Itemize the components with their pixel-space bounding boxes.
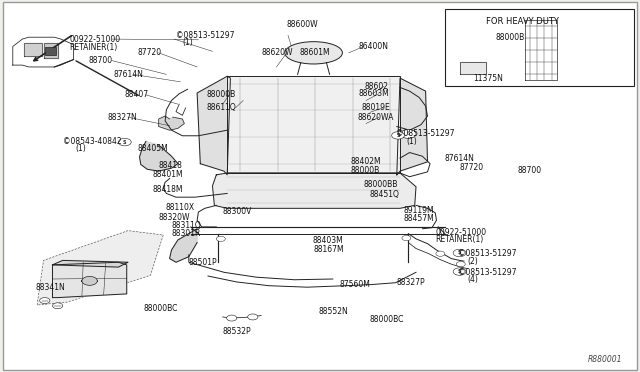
Text: (4): (4) xyxy=(467,275,478,284)
Text: RETAINER(1): RETAINER(1) xyxy=(435,235,483,244)
Circle shape xyxy=(402,235,411,241)
Text: 88405M: 88405M xyxy=(138,144,168,153)
Text: 87720: 87720 xyxy=(138,48,162,57)
Text: RETAINER(1): RETAINER(1) xyxy=(69,43,117,52)
Text: S: S xyxy=(123,140,127,145)
Text: S: S xyxy=(458,269,461,274)
Text: 88457M: 88457M xyxy=(403,214,434,223)
Text: 88327N: 88327N xyxy=(108,113,137,122)
Text: 88603M: 88603M xyxy=(358,89,389,98)
Polygon shape xyxy=(140,141,178,171)
Text: S: S xyxy=(458,250,461,256)
Polygon shape xyxy=(44,43,58,58)
Text: 88000BC: 88000BC xyxy=(144,304,179,313)
Ellipse shape xyxy=(285,42,342,64)
Polygon shape xyxy=(24,43,42,56)
Circle shape xyxy=(52,303,63,309)
Text: 88327P: 88327P xyxy=(397,278,426,287)
Text: 88418: 88418 xyxy=(159,161,182,170)
Polygon shape xyxy=(159,116,184,130)
Text: (1): (1) xyxy=(76,144,86,153)
Text: 88532P: 88532P xyxy=(223,327,252,336)
Polygon shape xyxy=(460,62,486,74)
Polygon shape xyxy=(197,76,230,175)
Circle shape xyxy=(82,276,97,285)
Circle shape xyxy=(40,298,50,304)
Circle shape xyxy=(392,132,404,139)
Text: S: S xyxy=(396,133,400,138)
Text: 88700: 88700 xyxy=(517,166,541,174)
Text: 88301R: 88301R xyxy=(172,229,201,238)
Text: 88403M: 88403M xyxy=(312,236,343,245)
Text: 88407: 88407 xyxy=(125,90,149,99)
Text: 00922-51000: 00922-51000 xyxy=(435,228,486,237)
Text: S: S xyxy=(407,131,410,137)
Text: 88019E: 88019E xyxy=(362,103,390,112)
Text: 88000BB: 88000BB xyxy=(364,180,398,189)
Polygon shape xyxy=(52,262,127,298)
Text: 11375N: 11375N xyxy=(474,74,504,83)
Polygon shape xyxy=(227,76,400,173)
Text: ©08513-51297: ©08513-51297 xyxy=(176,31,234,40)
Polygon shape xyxy=(37,231,163,305)
Circle shape xyxy=(456,262,465,267)
Polygon shape xyxy=(13,37,74,67)
Text: 89119M: 89119M xyxy=(403,206,434,215)
Text: ©08513-51297: ©08513-51297 xyxy=(396,129,454,138)
Text: (1): (1) xyxy=(406,137,417,146)
Text: ©08513-51297: ©08513-51297 xyxy=(458,249,516,258)
Text: 88341N: 88341N xyxy=(35,283,65,292)
Text: 88300V: 88300V xyxy=(223,207,252,216)
Text: FOR HEAVY DUTY: FOR HEAVY DUTY xyxy=(486,17,559,26)
Text: 88418M: 88418M xyxy=(152,185,183,194)
Text: 88600W: 88600W xyxy=(287,20,318,29)
Text: 88552N: 88552N xyxy=(319,307,348,316)
Text: 87720: 87720 xyxy=(460,163,484,172)
Text: 88501P: 88501P xyxy=(189,258,218,267)
Bar xyxy=(445,9,634,86)
Polygon shape xyxy=(52,260,128,267)
Text: 88602: 88602 xyxy=(365,82,388,91)
Text: 87614N: 87614N xyxy=(114,70,144,79)
Circle shape xyxy=(227,315,237,321)
Text: R880001: R880001 xyxy=(588,355,622,364)
Text: 88000B: 88000B xyxy=(496,33,525,42)
Text: 88320W: 88320W xyxy=(159,213,190,222)
Text: 87560M: 87560M xyxy=(339,280,370,289)
Text: 00922-51000: 00922-51000 xyxy=(69,35,120,44)
Polygon shape xyxy=(397,78,428,175)
Text: 88620W: 88620W xyxy=(261,48,292,57)
Circle shape xyxy=(401,129,416,138)
Text: 88451Q: 88451Q xyxy=(370,190,400,199)
Text: 88000B: 88000B xyxy=(351,166,380,174)
Text: (1): (1) xyxy=(182,38,193,47)
Text: 86400N: 86400N xyxy=(358,42,388,51)
Polygon shape xyxy=(170,229,197,262)
Bar xyxy=(45,47,56,55)
Circle shape xyxy=(453,249,466,257)
Text: 88110X: 88110X xyxy=(165,203,195,212)
Text: 88000BC: 88000BC xyxy=(370,315,404,324)
Text: 88402M: 88402M xyxy=(351,157,381,166)
Circle shape xyxy=(248,314,258,320)
Text: ©08543-40842: ©08543-40842 xyxy=(63,137,122,146)
Text: 88167M: 88167M xyxy=(314,245,344,254)
Text: ©08513-51297: ©08513-51297 xyxy=(458,268,516,277)
Text: 88000B: 88000B xyxy=(206,90,236,99)
Polygon shape xyxy=(212,173,416,208)
Text: 87614N: 87614N xyxy=(445,154,475,163)
Text: 88401M: 88401M xyxy=(152,170,183,179)
Circle shape xyxy=(118,138,131,146)
Text: 88620WA: 88620WA xyxy=(357,113,394,122)
Circle shape xyxy=(436,251,445,256)
Circle shape xyxy=(216,236,225,241)
Text: (2): (2) xyxy=(467,257,478,266)
Text: 88601M: 88601M xyxy=(300,48,330,57)
Text: 88311Q: 88311Q xyxy=(172,221,201,230)
Text: 88700: 88700 xyxy=(88,56,113,65)
Text: 88611Q: 88611Q xyxy=(206,103,236,112)
Circle shape xyxy=(453,268,466,275)
